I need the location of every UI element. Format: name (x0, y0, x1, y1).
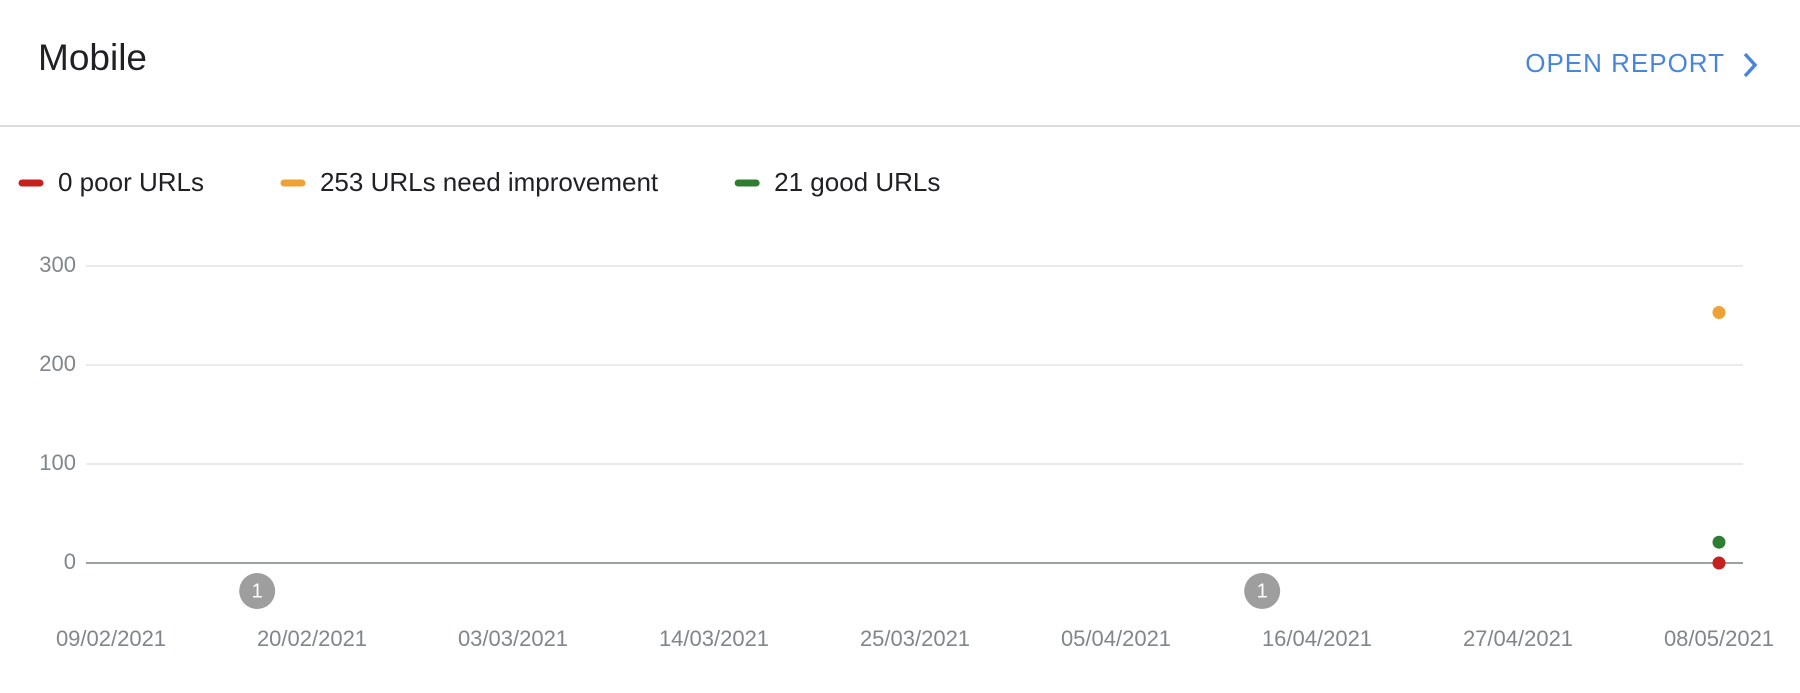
x-tick-label: 25/03/2021 (860, 626, 970, 651)
annotation-label[interactable]: 1 (1257, 580, 1268, 602)
annotation-label[interactable]: 1 (252, 580, 263, 602)
annotation-marker[interactable] (239, 573, 276, 609)
x-tick-label: 16/04/2021 (1262, 626, 1372, 651)
legend-label: 253 URLs need improvement (320, 167, 659, 197)
y-tick-label: 300 (39, 252, 76, 277)
card-title: Mobile (38, 37, 147, 78)
x-tick-label: 03/03/2021 (458, 626, 568, 651)
x-tick-label: 14/03/2021 (659, 626, 769, 651)
x-tick-label: 08/05/2021 (1664, 626, 1774, 651)
x-tick-label: 27/04/2021 (1463, 626, 1573, 651)
legend-label: 21 good URLs (774, 167, 940, 197)
x-tick-label: 20/02/2021 (257, 626, 367, 651)
x-tick-label: 09/02/2021 (56, 626, 166, 651)
end-point (1712, 535, 1726, 549)
open-report-link[interactable]: OPEN REPORT (1525, 48, 1725, 78)
open-report[interactable]: OPEN REPORT (1525, 48, 1758, 78)
end-point (1712, 306, 1726, 320)
chevron-icon[interactable] (1743, 52, 1758, 78)
annotation-marker[interactable] (1244, 573, 1281, 609)
legend-label: 0 poor URLs (58, 167, 204, 197)
end-point (1712, 556, 1726, 570)
y-tick-label: 100 (39, 450, 76, 475)
y-tick-label: 0 (64, 549, 76, 574)
x-tick-label: 05/04/2021 (1061, 626, 1171, 651)
y-tick-label: 200 (39, 351, 76, 376)
